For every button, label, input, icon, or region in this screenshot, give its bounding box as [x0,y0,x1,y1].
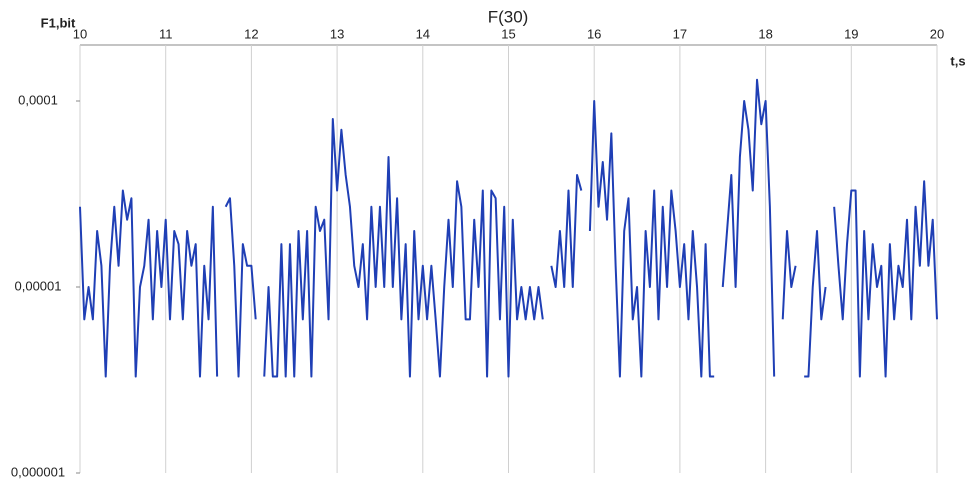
x-tick-label: 19 [844,26,858,41]
x-tick-label: 11 [159,26,173,41]
x-tick-label: 12 [244,26,258,41]
chart-title: F(30) [488,7,529,26]
x-tick-label: 13 [330,26,344,41]
x-tick-label: 16 [587,26,601,41]
x-tick-label: 20 [930,26,944,41]
data-line [79,78,938,378]
x-tick-label: 10 [73,26,87,41]
y-axis-label: F1,bit [41,15,76,30]
y-tick-label: 0,00001 [15,278,62,293]
x-tick-label: 14 [416,26,430,41]
x-tick-label: 15 [501,26,515,41]
x-tick-label: 18 [758,26,772,41]
y-tick-label: 0,0001 [18,92,58,107]
y-tick-label: 0,000001 [11,464,65,479]
x-tick-label: 17 [673,26,687,41]
x-axis-label: t,s [950,53,965,68]
